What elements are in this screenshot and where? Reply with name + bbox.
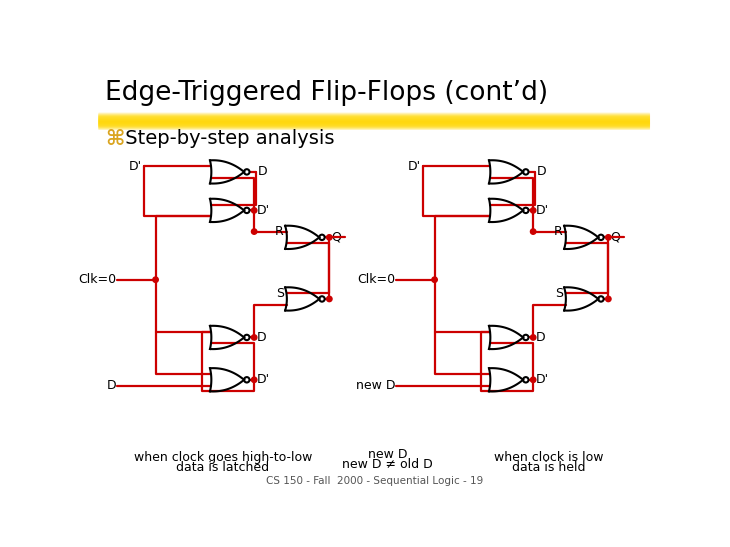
- FancyBboxPatch shape: [99, 115, 650, 120]
- Circle shape: [531, 377, 536, 382]
- Text: new D: new D: [367, 449, 407, 461]
- Circle shape: [251, 229, 257, 234]
- Circle shape: [531, 229, 536, 234]
- FancyBboxPatch shape: [99, 122, 650, 126]
- Circle shape: [251, 208, 257, 213]
- Text: D': D': [536, 204, 549, 217]
- Text: D: D: [537, 165, 546, 178]
- Text: data is held: data is held: [512, 461, 585, 474]
- FancyBboxPatch shape: [99, 121, 650, 125]
- Text: D: D: [536, 331, 545, 344]
- Text: D': D': [407, 160, 420, 173]
- Circle shape: [153, 277, 158, 282]
- Text: R: R: [554, 225, 563, 238]
- Text: D': D': [536, 373, 549, 386]
- Text: R: R: [275, 225, 284, 238]
- Circle shape: [531, 208, 536, 213]
- Circle shape: [606, 235, 611, 240]
- FancyBboxPatch shape: [99, 118, 650, 123]
- Circle shape: [326, 235, 332, 240]
- Circle shape: [251, 377, 257, 382]
- Text: D: D: [257, 165, 267, 178]
- Circle shape: [326, 296, 332, 301]
- FancyBboxPatch shape: [99, 116, 650, 121]
- FancyBboxPatch shape: [99, 117, 650, 122]
- Text: CS 150 - Fall  2000 - Sequential Logic - 19: CS 150 - Fall 2000 - Sequential Logic - …: [266, 476, 483, 486]
- Text: D': D': [128, 160, 142, 173]
- Text: Step-by-step analysis: Step-by-step analysis: [119, 129, 334, 148]
- Text: Clk=0: Clk=0: [357, 273, 395, 286]
- FancyBboxPatch shape: [99, 113, 650, 117]
- Text: new D: new D: [356, 379, 395, 392]
- Text: Q: Q: [611, 231, 620, 244]
- Circle shape: [251, 335, 257, 340]
- Circle shape: [531, 335, 536, 340]
- Text: S: S: [555, 287, 563, 300]
- Text: when clock goes high-to-low: when clock goes high-to-low: [134, 451, 312, 464]
- FancyBboxPatch shape: [99, 114, 650, 118]
- Text: Q: Q: [331, 231, 342, 244]
- FancyBboxPatch shape: [99, 120, 650, 124]
- Circle shape: [606, 296, 611, 301]
- FancyBboxPatch shape: [99, 124, 650, 129]
- FancyBboxPatch shape: [99, 125, 650, 130]
- Text: D': D': [256, 373, 269, 386]
- Text: Edge-Triggered Flip-Flops (cont’d): Edge-Triggered Flip-Flops (cont’d): [105, 79, 548, 106]
- Text: new D ≠ old D: new D ≠ old D: [342, 458, 433, 472]
- Text: D: D: [107, 379, 116, 392]
- Text: Clk=0: Clk=0: [78, 273, 116, 286]
- Text: data is latched: data is latched: [177, 461, 269, 474]
- Text: S: S: [276, 287, 284, 300]
- Text: D: D: [256, 331, 266, 344]
- Text: D': D': [256, 204, 269, 217]
- Text: when clock is low: when clock is low: [493, 451, 603, 464]
- FancyBboxPatch shape: [99, 123, 650, 127]
- Text: ⌘: ⌘: [105, 129, 125, 149]
- Circle shape: [432, 277, 437, 282]
